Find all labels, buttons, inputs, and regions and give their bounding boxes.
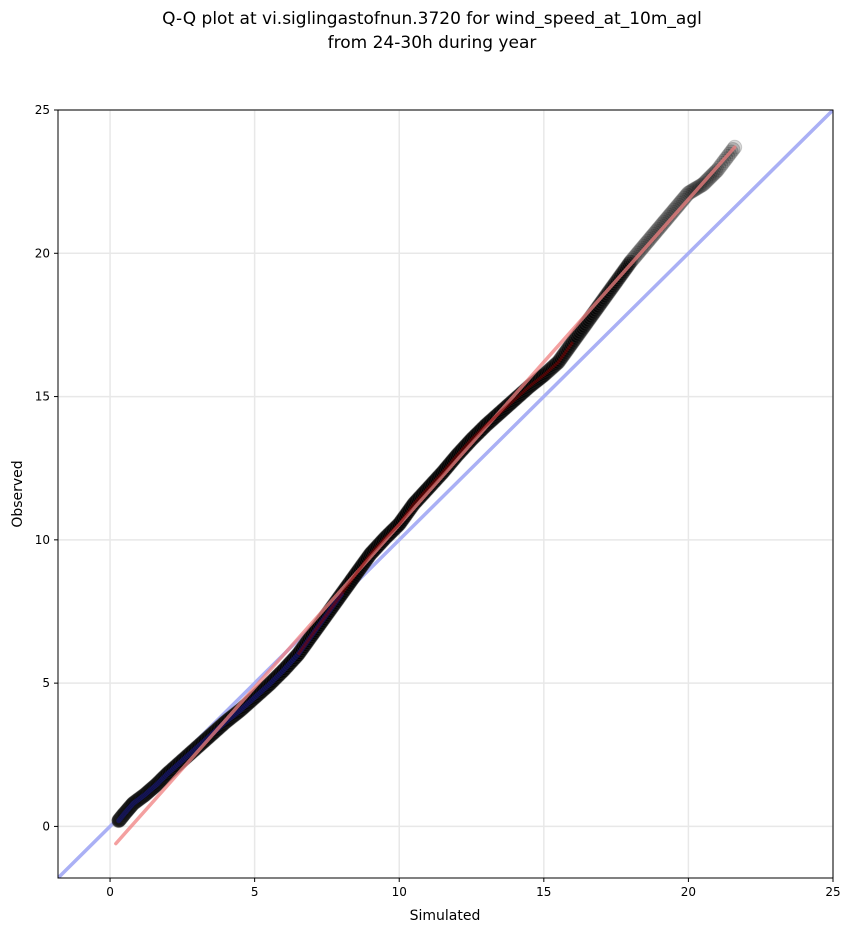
y-tick-label: 15 <box>35 390 50 404</box>
quantile-point <box>649 223 665 239</box>
chart-title-line-2: from 24-30h during year <box>328 33 537 53</box>
fit-line <box>114 145 737 846</box>
quantile-point <box>708 164 724 180</box>
quantile-point <box>601 284 617 300</box>
quantile-point <box>598 288 614 304</box>
y-tick-label: 20 <box>35 246 50 260</box>
quantile-point <box>569 328 585 344</box>
y-tick-label: 10 <box>35 533 50 547</box>
quantile-point <box>650 221 666 237</box>
x-tick-label: 20 <box>681 885 696 899</box>
plot-area <box>58 110 833 878</box>
y-tick-label: 5 <box>42 676 50 690</box>
quantile-point <box>599 286 615 302</box>
quantile-point <box>571 326 587 342</box>
quantile-point <box>568 330 584 346</box>
x-tick-label: 10 <box>392 885 407 899</box>
quantile-point <box>641 232 657 248</box>
quantile-point <box>647 225 663 241</box>
quantile-point <box>644 228 660 244</box>
x-tick-label: 5 <box>251 885 259 899</box>
quantile-point <box>572 324 588 340</box>
x-tick-label: 25 <box>825 885 840 899</box>
plot-frame <box>57 109 834 879</box>
quantile-point <box>709 162 725 178</box>
quantile-point <box>637 237 653 253</box>
quantile-point <box>633 242 649 258</box>
x-tick-label: 0 <box>106 885 114 899</box>
quantile-point <box>597 290 613 306</box>
y-axis-label: Observed <box>10 460 26 527</box>
y-tick-label: 25 <box>35 103 50 117</box>
chart-title: Q-Q plot at vi.siglingastofnun.3720 for … <box>162 9 702 53</box>
y-tick-label: 0 <box>42 819 50 833</box>
quantile-point <box>686 182 702 198</box>
quantile-point <box>643 230 659 246</box>
quantile-point <box>685 183 701 199</box>
quantile-point <box>651 219 667 235</box>
quantile-point <box>634 240 650 256</box>
quantile-point <box>638 235 654 251</box>
axis-ticks: 0 5 10 15 20 25 0 5 10 15 20 25 <box>35 103 841 899</box>
quantile-point <box>640 233 656 249</box>
quantile-point <box>636 238 652 254</box>
chart-title-line-1: Q-Q plot at vi.siglingastofnun.3720 for … <box>162 9 702 29</box>
x-axis-label: Simulated <box>410 908 481 924</box>
x-tick-label: 15 <box>536 885 551 899</box>
quantile-point <box>646 226 662 242</box>
fit-line-overlay <box>296 341 574 656</box>
